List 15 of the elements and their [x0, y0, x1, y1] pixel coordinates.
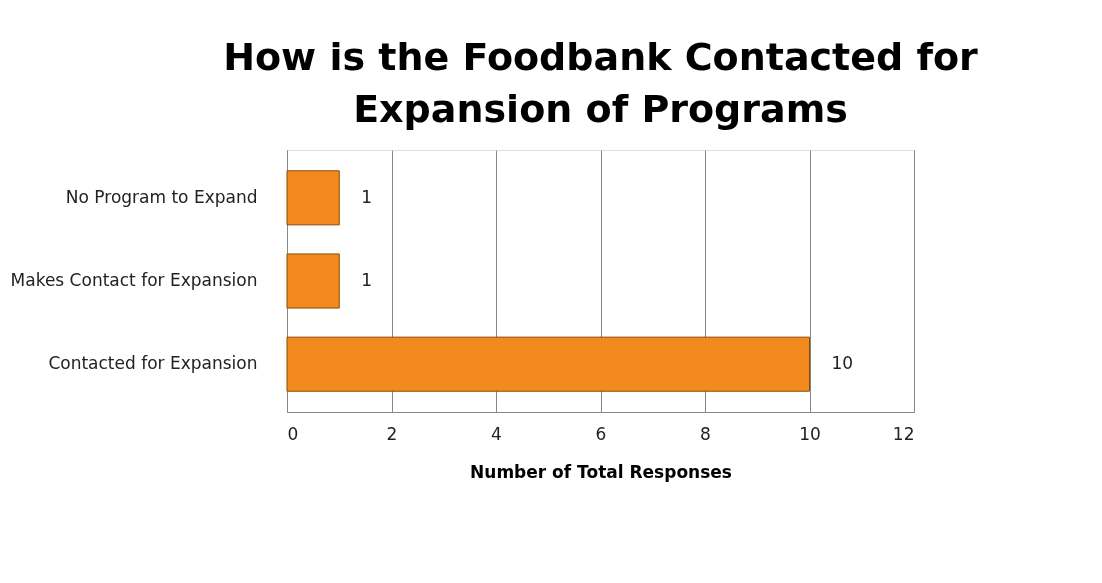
data-label: 1	[361, 186, 373, 207]
y-tick-label: Makes Contact for Expansion	[10, 270, 258, 290]
x-tick-label: 12	[892, 423, 915, 444]
chart-title: How is the Foodbank Contacted for Expansion of Programs	[223, 35, 979, 131]
y-tick-label: No Program to Expand	[65, 186, 258, 207]
x-tick-label: 0	[287, 423, 299, 444]
x-tick-label: 10	[799, 423, 821, 444]
data-label: 10	[831, 353, 854, 374]
x-axis-title: Number of Total Responses	[470, 461, 732, 482]
data-label: 1	[361, 270, 373, 290]
x-tick-label: 4	[491, 423, 502, 444]
x-tick-label: 8	[700, 423, 711, 444]
x-tick-label: 2	[386, 423, 398, 444]
x-tick-label: 6	[595, 423, 607, 444]
y-tick-label: Contacted for Expansion	[48, 353, 258, 374]
